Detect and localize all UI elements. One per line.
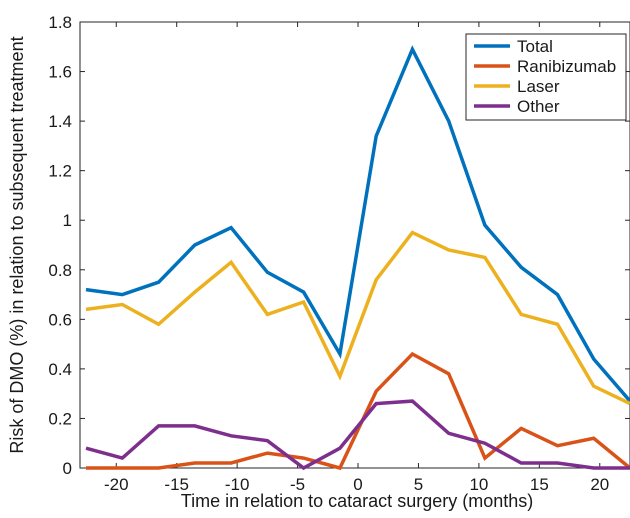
legend-label-ranibizumab: Ranibizumab bbox=[517, 57, 616, 76]
series-line-ranibizumab bbox=[86, 351, 630, 471]
series-line-other bbox=[85, 399, 630, 471]
x-axis-label: Time in relation to cataract surgery (mo… bbox=[181, 491, 533, 511]
series-layer bbox=[85, 45, 630, 471]
y-axis-label: Risk of DMO (%) in relation to subsequen… bbox=[7, 36, 27, 453]
y-tick-label: 0.6 bbox=[48, 310, 72, 329]
x-tick-label: -10 bbox=[225, 475, 250, 494]
legend-label-laser: Laser bbox=[517, 77, 560, 96]
y-tick-label: 1.6 bbox=[48, 63, 72, 82]
x-tick-label: -20 bbox=[104, 475, 129, 494]
y-tick-label: 0.4 bbox=[48, 360, 72, 379]
series-line-laser bbox=[85, 230, 630, 406]
x-tick-label: 10 bbox=[469, 475, 488, 494]
y-tick-label: 1.2 bbox=[48, 162, 72, 181]
y-tick-label: 1 bbox=[63, 211, 72, 230]
y-tick-label: 1.4 bbox=[48, 112, 72, 131]
y-tick-label: 0.8 bbox=[48, 261, 72, 280]
y-tick-label: 0.2 bbox=[48, 409, 72, 428]
tick-labels: -20 -15 -10 -5 0 5 10 15 20 0 0.2 0.4 0.6 0.8 1 1.2 1.4 1… bbox=[48, 13, 609, 494]
series-line-total bbox=[85, 45, 630, 403]
x-tick-label: -15 bbox=[164, 475, 189, 494]
tick-marks bbox=[80, 21, 630, 469]
y-tick-label: 0 bbox=[63, 459, 72, 478]
x-tick-label: 0 bbox=[353, 475, 362, 494]
x-tick-label: 5 bbox=[414, 475, 423, 494]
x-tick-label: -5 bbox=[290, 475, 305, 494]
legend-label-total: Total bbox=[517, 37, 553, 56]
y-tick-label: 1.8 bbox=[48, 13, 72, 32]
legend-label-other: Other bbox=[517, 97, 560, 116]
x-tick-label: 15 bbox=[530, 475, 549, 494]
x-tick-label: 20 bbox=[590, 475, 609, 494]
